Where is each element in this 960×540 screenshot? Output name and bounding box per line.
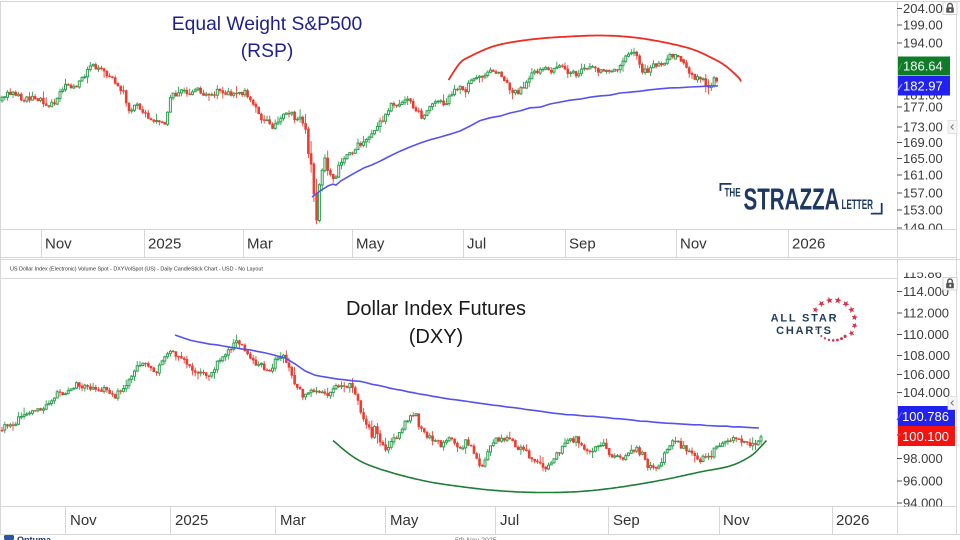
svg-text:May: May: [356, 236, 385, 253]
svg-text:2026: 2026: [836, 512, 869, 529]
svg-text:Nov: Nov: [45, 236, 72, 253]
svg-text:Nov: Nov: [723, 512, 750, 529]
svg-text:(DXY): (DXY): [409, 326, 463, 348]
svg-text:204.00: 204.00: [903, 1, 943, 16]
svg-text:2026: 2026: [792, 236, 825, 253]
svg-text:2025: 2025: [175, 512, 208, 529]
svg-text:157.00: 157.00: [903, 186, 943, 201]
svg-text:STRAZZA: STRAZZA: [744, 181, 840, 216]
svg-text:100.786: 100.786: [902, 409, 949, 424]
svg-text:CHARTS: CHARTS: [776, 325, 833, 337]
svg-text:94.000: 94.000: [903, 496, 943, 511]
svg-text:Optuma: Optuma: [17, 535, 52, 540]
svg-text:Mar: Mar: [280, 512, 306, 529]
svg-text:181.00: 181.00: [903, 88, 943, 103]
svg-text:Equal Weight S&P500: Equal Weight S&P500: [172, 14, 362, 35]
svg-text:149.00: 149.00: [903, 221, 943, 236]
svg-text:Nov: Nov: [70, 512, 97, 529]
svg-text:161.00: 161.00: [903, 168, 943, 183]
svg-text:Nov: Nov: [680, 236, 707, 253]
svg-text:ALL STAR: ALL STAR: [771, 313, 839, 325]
svg-text:112.000: 112.000: [903, 306, 949, 321]
svg-text:5th Nov 2025: 5th Nov 2025: [455, 538, 497, 540]
svg-text:98.000: 98.000: [903, 451, 943, 466]
svg-text:96.000: 96.000: [903, 474, 943, 489]
svg-text:194.00: 194.00: [903, 36, 943, 51]
svg-text:Jul: Jul: [467, 236, 486, 253]
svg-text:182.97: 182.97: [903, 79, 943, 94]
svg-text:100.100: 100.100: [902, 429, 949, 444]
svg-text:(RSP): (RSP): [241, 41, 294, 62]
svg-text:Mar: Mar: [247, 236, 273, 253]
svg-text:104.000: 104.000: [903, 385, 950, 400]
svg-text:May: May: [390, 512, 419, 529]
svg-text:177.00: 177.00: [903, 100, 943, 115]
svg-text:Jul: Jul: [500, 512, 519, 529]
svg-text:169.00: 169.00: [903, 135, 943, 150]
svg-text:173.00: 173.00: [903, 120, 943, 135]
svg-text:Sep: Sep: [569, 236, 596, 253]
svg-text:165.00: 165.00: [903, 151, 943, 166]
svg-text:110.000: 110.000: [903, 327, 949, 342]
svg-text:LETTER: LETTER: [842, 198, 873, 213]
svg-text:Dollar Index Futures: Dollar Index Futures: [346, 298, 526, 320]
svg-text:115.86: 115.86: [903, 266, 942, 281]
svg-text:2025: 2025: [148, 236, 181, 253]
svg-text:106.000: 106.000: [903, 367, 950, 382]
svg-text:US Dollar Index (Electronic) V: US Dollar Index (Electronic) Volume Spot…: [10, 267, 263, 273]
svg-text:THE: THE: [725, 187, 741, 200]
svg-text:114.000: 114.000: [903, 284, 949, 299]
svg-text:153.00: 153.00: [903, 203, 943, 218]
svg-text:186.64: 186.64: [903, 59, 943, 74]
svg-text:Sep: Sep: [613, 512, 640, 529]
svg-text:199.00: 199.00: [903, 18, 943, 33]
svg-text:108.000: 108.000: [903, 348, 950, 363]
